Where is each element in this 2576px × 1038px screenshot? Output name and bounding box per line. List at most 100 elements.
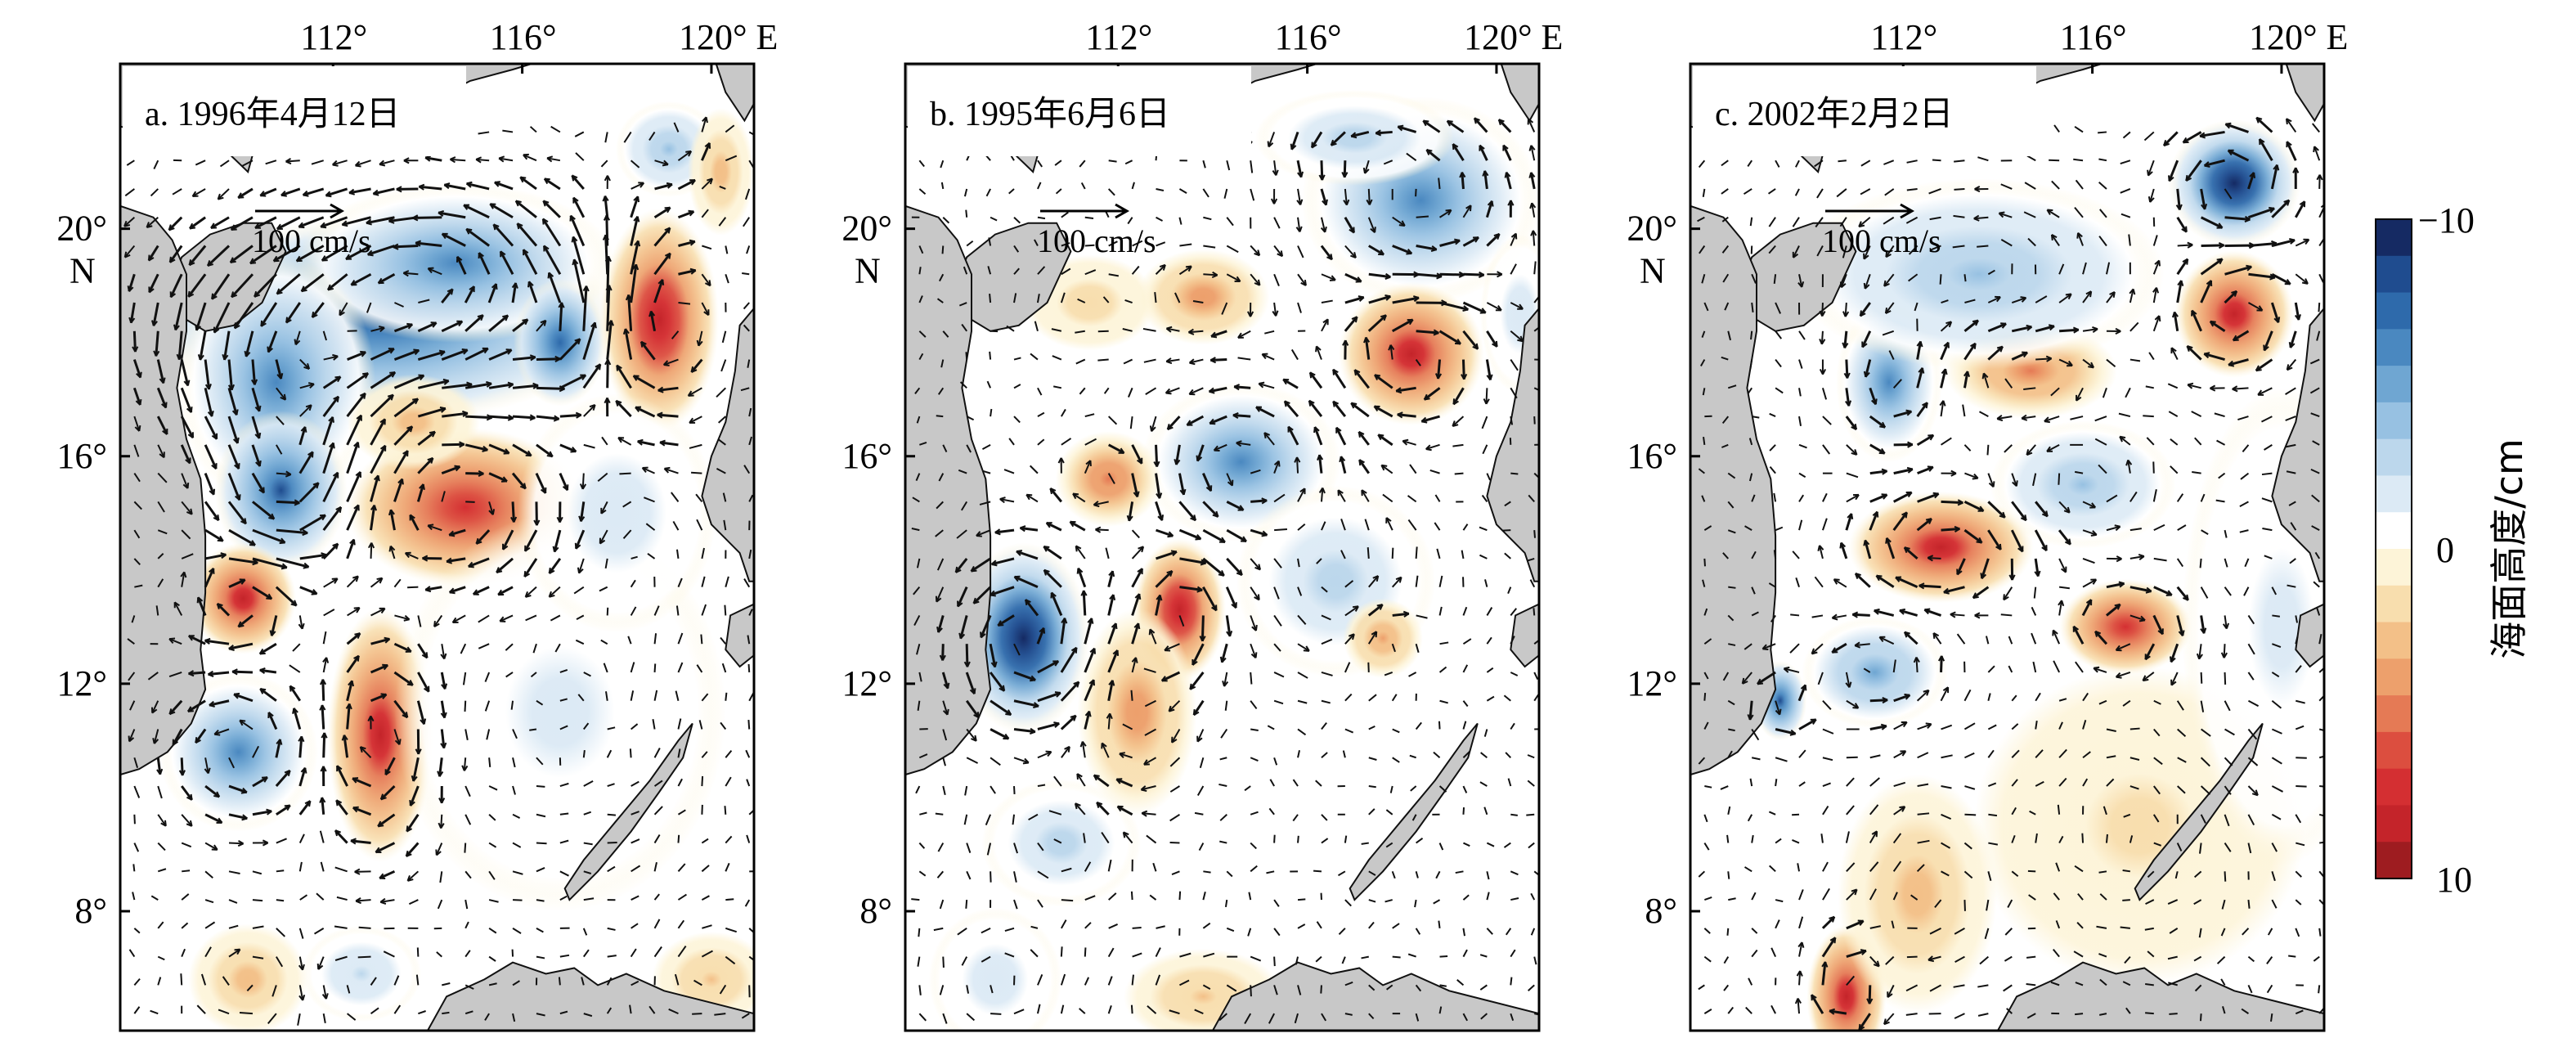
current-arrow bbox=[965, 352, 968, 360]
current-arrow bbox=[702, 924, 712, 929]
land-mass bbox=[426, 961, 754, 1031]
current-arrow bbox=[1483, 807, 1488, 816]
current-arrow bbox=[228, 899, 238, 904]
land-mass bbox=[2271, 307, 2324, 582]
current-arrowhead bbox=[1315, 345, 1322, 353]
current-arrowhead bbox=[1956, 568, 1963, 576]
current-arrow bbox=[2170, 438, 2179, 446]
current-arrow bbox=[2004, 955, 2013, 962]
current-arrow bbox=[1831, 642, 1847, 654]
current-arrow bbox=[607, 927, 616, 931]
current-arrow bbox=[1941, 785, 1952, 789]
current-arrow bbox=[677, 863, 686, 872]
current-arrow bbox=[1932, 632, 1942, 645]
current-arrow bbox=[1072, 492, 1086, 503]
current-arrow bbox=[981, 443, 991, 450]
current-arrowhead bbox=[572, 196, 579, 204]
current-arrow bbox=[465, 227, 491, 247]
current-arrow bbox=[1703, 558, 1706, 567]
current-arrow bbox=[370, 348, 395, 361]
current-arrow bbox=[300, 273, 325, 293]
current-arrowhead bbox=[379, 418, 386, 425]
current-arrow bbox=[2176, 188, 2181, 210]
current-arrow bbox=[1846, 975, 1856, 986]
current-arrow bbox=[292, 708, 302, 730]
current-arrow bbox=[133, 444, 140, 457]
current-arrow bbox=[1320, 188, 1328, 206]
current-arrow bbox=[624, 328, 633, 360]
current-arrow bbox=[1297, 245, 1304, 258]
current-arrow bbox=[571, 174, 585, 190]
current-arrowhead bbox=[1852, 493, 1860, 501]
current-arrowhead bbox=[1309, 371, 1316, 379]
current-arrowhead bbox=[1839, 281, 1847, 289]
current-arrow bbox=[982, 470, 991, 474]
current-arrow bbox=[1869, 699, 1888, 703]
current-arrow bbox=[2044, 416, 2060, 423]
current-arrow bbox=[1344, 272, 1362, 283]
current-arrowhead bbox=[405, 850, 412, 857]
current-arrowhead bbox=[1859, 310, 1866, 317]
current-arrowhead bbox=[2012, 480, 2018, 488]
current-arrow bbox=[276, 387, 286, 401]
current-arrowhead bbox=[1322, 318, 1329, 326]
current-arrow bbox=[1727, 699, 1735, 706]
current-arrowhead bbox=[1209, 418, 1216, 425]
current-arrowhead bbox=[465, 181, 473, 188]
current-arrow bbox=[209, 699, 230, 707]
current-arrow bbox=[370, 1007, 379, 1014]
panel-label-a: a. 1996年4月12日 bbox=[145, 95, 401, 133]
land-mass bbox=[1510, 603, 1539, 668]
current-arrowhead bbox=[939, 654, 946, 661]
current-arrow bbox=[1250, 811, 1259, 816]
current-arrowhead bbox=[1050, 591, 1057, 599]
current-arrowhead bbox=[180, 571, 187, 578]
current-arrow bbox=[1704, 785, 1712, 789]
current-arrow bbox=[2182, 131, 2202, 144]
current-arrowhead bbox=[616, 364, 622, 371]
current-arrowhead bbox=[258, 648, 266, 655]
current-arrowhead bbox=[1233, 384, 1241, 391]
current-arrow bbox=[2106, 755, 2116, 759]
current-arrow bbox=[1297, 923, 1306, 929]
lat-tick-label: 12° bbox=[1627, 663, 1677, 703]
current-arrow bbox=[1101, 832, 1110, 844]
current-arrowhead bbox=[461, 348, 469, 355]
current-arrow bbox=[1510, 870, 1519, 876]
current-arrow bbox=[1178, 473, 1186, 496]
current-arrow bbox=[918, 160, 925, 168]
current-arrowhead bbox=[500, 476, 508, 483]
current-arrow bbox=[1131, 593, 1141, 616]
current-arrowhead bbox=[1045, 750, 1052, 757]
current-arrow bbox=[653, 861, 657, 872]
current-arrow bbox=[2318, 899, 2324, 906]
current-arrow bbox=[1963, 689, 1972, 702]
current-arrow bbox=[1030, 925, 1039, 929]
current-arrowhead bbox=[259, 191, 267, 197]
current-arrow bbox=[559, 698, 568, 702]
current-arrow bbox=[1893, 410, 1912, 418]
current-arrow bbox=[252, 955, 264, 959]
current-arrow bbox=[1893, 491, 1913, 503]
current-arrow bbox=[1384, 672, 1393, 676]
current-arrow bbox=[2224, 871, 2227, 882]
current-arrow bbox=[1722, 552, 1730, 559]
current-arrowhead bbox=[1459, 172, 1466, 178]
current-arrow bbox=[1142, 812, 1156, 816]
current-arrow bbox=[1297, 558, 1300, 568]
panel-b: 112° 116° 120° E20°N16°12°8° b. 1995年6月6日 … bbox=[841, 17, 1563, 1032]
current-arrow bbox=[1273, 834, 1276, 843]
current-arrow bbox=[1129, 416, 1133, 429]
current-arrow bbox=[958, 469, 967, 474]
current-arrow bbox=[1107, 680, 1114, 702]
current-arrow bbox=[1144, 699, 1156, 708]
current-arrow bbox=[1940, 655, 1943, 673]
current-arrow bbox=[2220, 928, 2226, 937]
current-arrowhead bbox=[350, 279, 357, 286]
current-arrow bbox=[1145, 387, 1157, 395]
current-arrow bbox=[377, 272, 396, 285]
current-arrowhead bbox=[1916, 340, 1923, 348]
current-arrow bbox=[2147, 950, 2155, 958]
current-arrow bbox=[1364, 160, 1370, 174]
current-arrow bbox=[298, 767, 307, 787]
